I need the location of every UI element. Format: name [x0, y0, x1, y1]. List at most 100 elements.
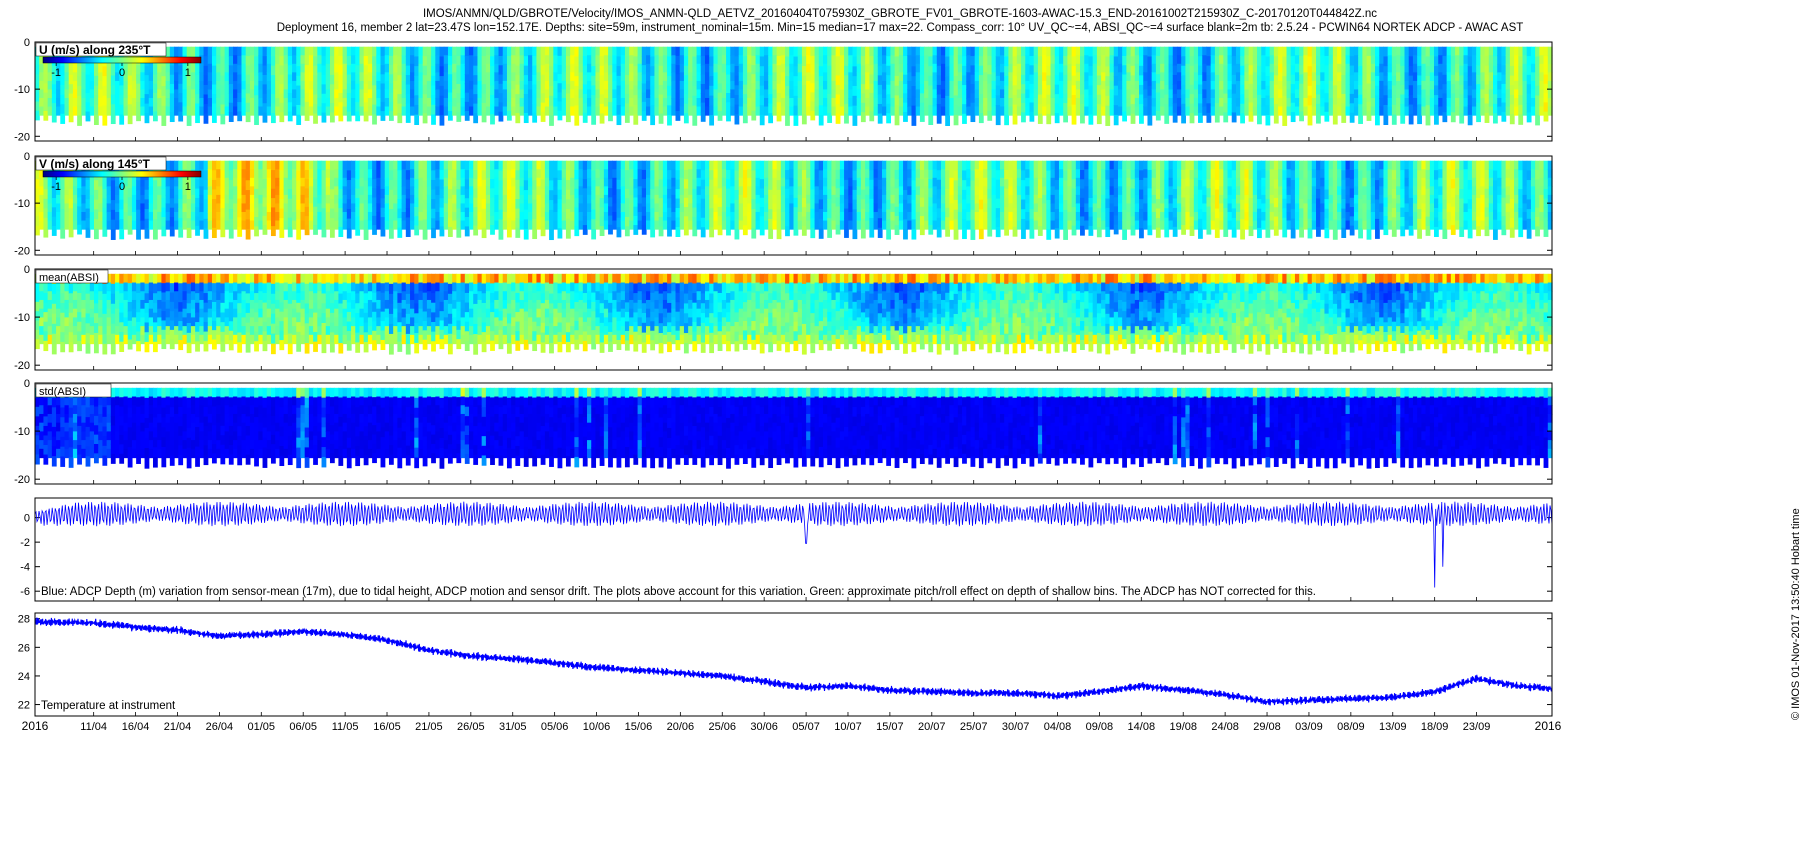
heatmap-cell [785, 105, 790, 117]
heatmap-cell [1421, 80, 1427, 91]
heatmap-cell [1294, 46, 1300, 56]
heatmap-cell [494, 89, 500, 99]
heatmap-cell [308, 194, 314, 205]
heatmap-cell [1311, 106, 1317, 116]
heatmap-cell [772, 97, 778, 108]
heatmap-cell [1084, 177, 1090, 187]
heatmap-cell [641, 111, 647, 121]
heatmap-cell [317, 97, 323, 108]
heatmap-cell [203, 170, 209, 181]
heatmap-cell [1299, 102, 1304, 113]
heatmap-cell [245, 102, 251, 113]
heatmap-cell [738, 63, 744, 73]
heatmap-cell [228, 56, 234, 66]
heatmap-cell [481, 227, 487, 239]
heatmap-cell [852, 46, 858, 58]
heatmap-cell [351, 220, 356, 230]
heatmap-cell [1080, 84, 1085, 95]
heatmap-cell [1311, 97, 1317, 108]
heatmap-cell [700, 74, 706, 85]
heatmap-cell [178, 93, 184, 103]
heatmap-cell [380, 170, 386, 181]
heatmap-cell [768, 160, 774, 172]
heatmap-cell [856, 72, 862, 82]
heatmap-cell [565, 170, 571, 181]
heatmap-cell [367, 55, 373, 65]
heatmap-cell [1505, 89, 1511, 99]
heatmap-cell [856, 220, 862, 230]
heatmap-cell [1425, 115, 1431, 126]
heatmap-cell [490, 85, 495, 96]
heatmap-cell [801, 85, 807, 96]
heatmap-cell [346, 83, 352, 94]
heatmap-cell [549, 170, 554, 181]
heatmap-cell [662, 63, 668, 73]
heatmap-cell [1332, 66, 1338, 77]
heatmap-cell [376, 97, 382, 108]
heatmap-cell [1126, 46, 1132, 56]
heatmap-cell [393, 72, 398, 82]
heatmap-cell [924, 220, 929, 230]
heatmap-cell [418, 80, 424, 91]
heatmap-cell [603, 97, 609, 108]
heatmap-cell [485, 97, 491, 108]
heatmap-cell [978, 209, 984, 220]
heatmap-cell [966, 97, 972, 108]
heatmap-cell [439, 217, 445, 228]
heatmap-cell [742, 65, 748, 76]
heatmap-cell [1425, 95, 1431, 106]
heatmap-cell [397, 94, 403, 105]
heatmap-cell [144, 199, 150, 210]
heatmap-cell [127, 94, 133, 105]
heatmap-cell [633, 66, 639, 77]
heatmap-cell [321, 179, 327, 190]
heatmap-cell [810, 218, 816, 229]
heatmap-cell [751, 170, 757, 181]
heatmap-cell [1181, 84, 1186, 95]
heatmap-cell [692, 46, 698, 58]
heatmap-cell [502, 80, 508, 91]
heatmap-cell [1244, 89, 1250, 99]
heatmap-cell [1223, 65, 1229, 76]
heatmap-cell [734, 75, 740, 86]
heatmap-cell [1126, 63, 1132, 73]
heatmap-cell [582, 206, 588, 217]
heatmap-cell [844, 103, 849, 115]
heatmap-cell [1037, 198, 1043, 208]
heatmap-cell [835, 56, 841, 67]
heatmap-cell [620, 211, 626, 222]
heatmap-cell [1467, 95, 1473, 106]
heatmap-cell [393, 160, 398, 170]
heatmap-cell [460, 72, 466, 82]
heatmap-cell [275, 106, 280, 116]
heatmap-cell [570, 46, 575, 56]
heatmap-cell [506, 208, 512, 219]
heatmap-cell [679, 203, 685, 213]
heatmap-cell [502, 194, 508, 205]
heatmap-cell [591, 75, 597, 87]
heatmap-cell [919, 197, 925, 208]
heatmap-cell [266, 106, 272, 116]
heatmap-cell [464, 160, 470, 171]
heatmap-cell [418, 211, 424, 222]
heatmap-cell [401, 89, 407, 99]
heatmap-cell [397, 179, 403, 191]
heatmap-cell [780, 55, 786, 65]
heatmap-cell [987, 111, 993, 121]
heatmap-cell [860, 208, 866, 220]
heatmap-cell [506, 83, 512, 94]
heatmap-cell [511, 169, 516, 179]
heatmap-cell [570, 80, 575, 91]
heatmap-cell [1012, 114, 1018, 125]
heatmap-cell [995, 160, 1001, 171]
heatmap-cell [936, 84, 942, 96]
heatmap-cell [245, 199, 251, 211]
heatmap-cell [1290, 93, 1296, 104]
heatmap-cell [334, 203, 339, 213]
heatmap-cell [372, 160, 377, 171]
heatmap-cell [608, 197, 613, 208]
heatmap-cell [578, 89, 584, 99]
heatmap-cell [228, 74, 234, 85]
heatmap-cell [700, 102, 706, 113]
heatmap-cell [477, 72, 483, 82]
